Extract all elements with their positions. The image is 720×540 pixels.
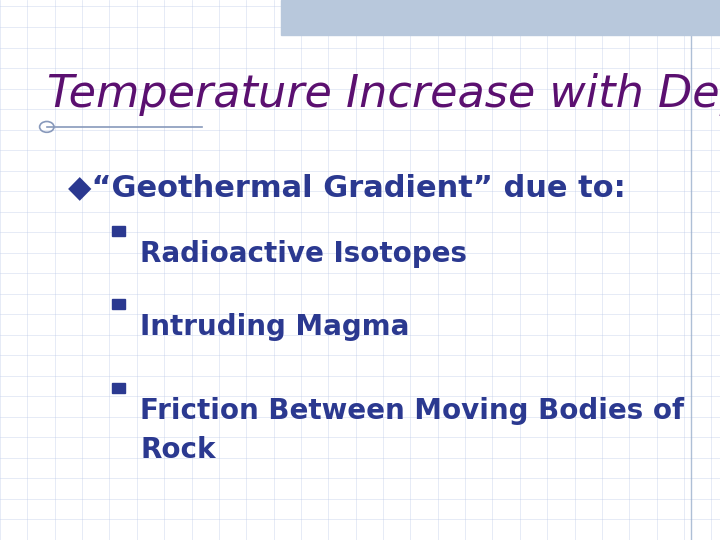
Bar [112, 383, 125, 393]
Text: Intruding Magma: Intruding Magma [140, 313, 410, 341]
Text: ◆“Geothermal Gradient” due to:: ◆“Geothermal Gradient” due to: [68, 173, 626, 202]
Bar [112, 299, 125, 309]
Text: Temperature Increase with Depth: Temperature Increase with Depth [47, 73, 720, 116]
Bar [281, 0, 720, 35]
Text: Friction Between Moving Bodies of
Rock: Friction Between Moving Bodies of Rock [140, 397, 685, 464]
Bar [112, 226, 125, 236]
Text: Radioactive Isotopes: Radioactive Isotopes [140, 240, 467, 268]
